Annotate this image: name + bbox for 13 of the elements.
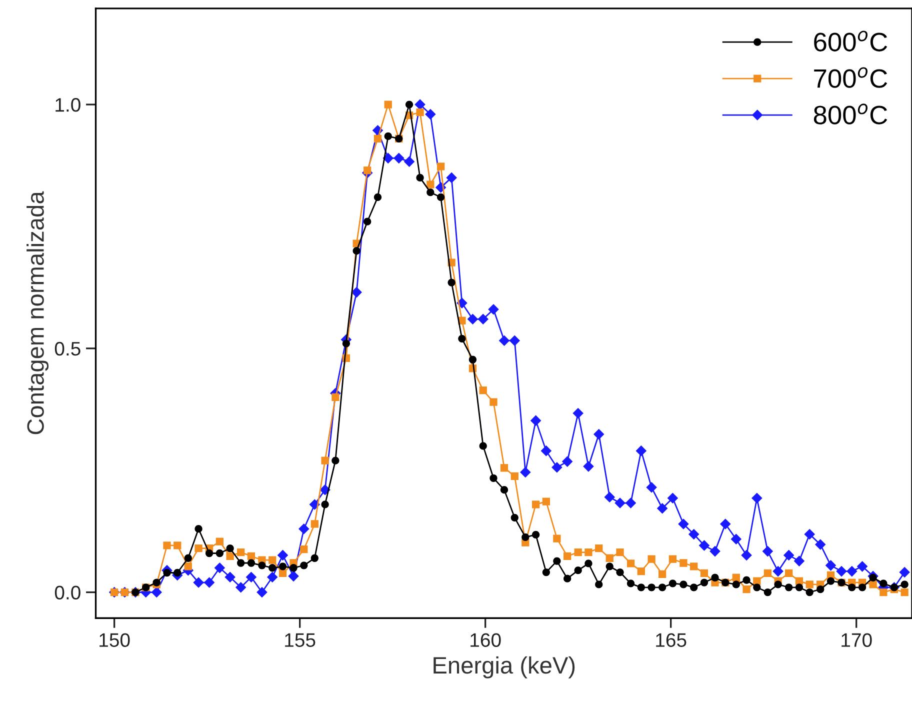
x-axis-title: Energia (keV) (434, 656, 575, 678)
y-axis-title: Contagem normalizada (26, 191, 49, 434)
legend-label: 600$^{o}$C (814, 30, 888, 52)
y-tick-label: 0.5 (54, 342, 80, 356)
x-tick-label: 165 (656, 633, 686, 647)
legend-label: 800$^{o}$C (814, 104, 888, 124)
y-tick-label: 0.0 (54, 586, 80, 600)
x-tick-label: 150 (100, 633, 130, 647)
x-tick-label: 170 (842, 633, 872, 647)
x-tick-label: 155 (285, 633, 316, 647)
legend-label: 700$^{o}$C (814, 67, 888, 88)
x-tick-label: 160 (470, 633, 501, 647)
y-tick-label: 1.0 (56, 98, 80, 112)
